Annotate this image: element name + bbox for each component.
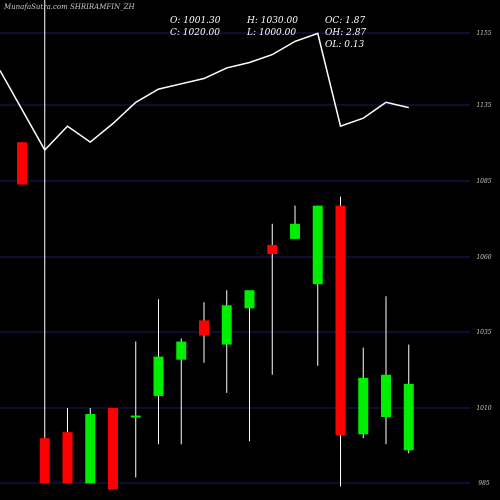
candle-body — [176, 341, 187, 360]
moving-average-line — [0, 32, 409, 152]
high-value: H: 1030.00 — [247, 16, 298, 26]
bull-candle — [130, 341, 141, 478]
bear-candle — [39, 0, 50, 484]
bear-candle — [17, 142, 27, 185]
candle-body — [381, 374, 391, 418]
candle-body — [221, 305, 232, 345]
bull-candle — [312, 205, 323, 366]
bear-candle — [108, 408, 118, 490]
overlay-line — [0, 32, 409, 152]
candle-body — [153, 356, 164, 396]
candle-body — [108, 408, 118, 490]
bull-candle — [358, 347, 369, 439]
bull-candle — [403, 344, 414, 454]
candle-body — [290, 223, 300, 239]
bull-candle — [153, 299, 164, 445]
bull-candle — [381, 296, 391, 445]
candle-body — [62, 432, 73, 484]
y-tick-label: 1010 — [476, 405, 491, 412]
y-tick-label: 1035 — [476, 329, 491, 336]
bull-candle — [85, 408, 96, 484]
candle-body — [39, 438, 50, 484]
candle-body — [358, 377, 369, 435]
candle-body — [17, 142, 27, 185]
y-tick-label: 1085 — [476, 178, 491, 185]
y-tick-label: 1060 — [476, 254, 491, 261]
y-tick-label: 1155 — [476, 30, 491, 37]
bull-candle — [221, 290, 232, 393]
candle-body — [312, 205, 323, 285]
bear-candle — [62, 408, 73, 484]
bear-candle — [199, 302, 209, 363]
low-value: L: 1000.00 — [247, 28, 297, 38]
candle-body — [335, 205, 346, 436]
candle-body — [199, 320, 209, 336]
candles — [17, 0, 414, 490]
candle-body — [130, 415, 141, 418]
chart-title: MunafaSutra.com SHRIRAMFIN_ZH — [4, 3, 135, 11]
oh-value: OH: 2.87 — [325, 28, 367, 38]
close-value: C: 1020.00 — [170, 28, 220, 38]
y-tick-label: 1135 — [476, 102, 491, 109]
candle-body — [403, 383, 414, 451]
ol-value: OL: 0.13 — [325, 40, 365, 50]
open-value: O: 1001.30 — [170, 16, 221, 26]
bull-candle — [176, 338, 187, 445]
bull-candle — [290, 205, 300, 239]
y-tick-labels: 1155 1135 1085 1060 1035 1010 985 — [476, 30, 491, 487]
oc-value: OC: 1.87 — [325, 16, 366, 26]
candle-body — [244, 290, 255, 309]
y-tick-label: 985 — [478, 480, 490, 487]
grid-lines — [0, 32, 470, 484]
bull-candle — [244, 290, 255, 442]
bear-candle — [335, 196, 346, 487]
candle-body — [267, 244, 278, 254]
candle-body — [85, 414, 96, 484]
bear-candle — [267, 223, 278, 375]
